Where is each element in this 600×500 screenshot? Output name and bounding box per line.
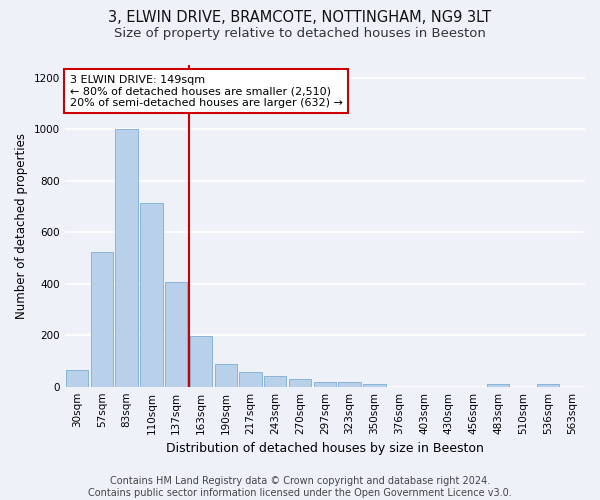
X-axis label: Distribution of detached houses by size in Beeston: Distribution of detached houses by size …	[166, 442, 484, 455]
Bar	[165, 282, 187, 387]
Bar	[115, 130, 138, 386]
Text: Contains HM Land Registry data © Crown copyright and database right 2024.
Contai: Contains HM Land Registry data © Crown c…	[88, 476, 512, 498]
Text: Size of property relative to detached houses in Beeston: Size of property relative to detached ho…	[114, 28, 486, 40]
Bar	[264, 376, 286, 386]
Bar	[239, 372, 262, 386]
Bar	[140, 202, 163, 386]
Bar	[363, 384, 386, 386]
Bar	[215, 364, 237, 386]
Text: 3, ELWIN DRIVE, BRAMCOTE, NOTTINGHAM, NG9 3LT: 3, ELWIN DRIVE, BRAMCOTE, NOTTINGHAM, NG…	[109, 10, 491, 25]
Text: 3 ELWIN DRIVE: 149sqm
← 80% of detached houses are smaller (2,510)
20% of semi-d: 3 ELWIN DRIVE: 149sqm ← 80% of detached …	[70, 74, 343, 108]
Bar	[338, 382, 361, 386]
Bar	[91, 252, 113, 386]
Y-axis label: Number of detached properties: Number of detached properties	[15, 133, 28, 319]
Bar	[536, 384, 559, 386]
Bar	[487, 384, 509, 386]
Bar	[190, 336, 212, 386]
Bar	[289, 379, 311, 386]
Bar	[314, 382, 336, 386]
Bar	[66, 370, 88, 386]
